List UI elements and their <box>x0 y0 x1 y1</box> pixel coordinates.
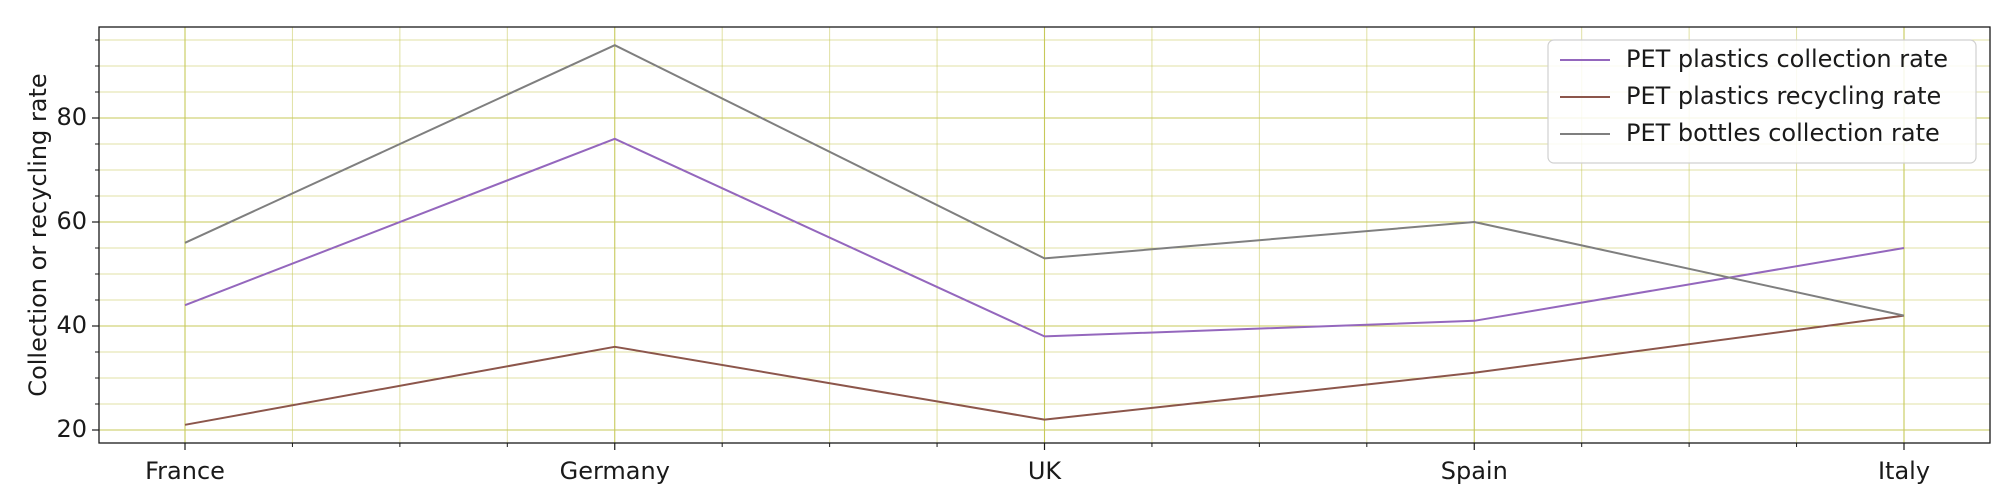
legend-label: PET bottles collection rate <box>1626 119 1940 147</box>
series-line <box>184 314 1905 426</box>
series-line <box>184 44 1905 317</box>
y-tick-label: 40 <box>56 311 87 339</box>
series-line <box>184 137 1905 338</box>
legend-box <box>1547 39 1977 164</box>
legend-label: PET plastics recycling rate <box>1626 82 1941 110</box>
x-tick-label: UK <box>1028 457 1063 485</box>
y-tick-label: 20 <box>56 415 87 443</box>
axis-ticks: France Germany UK Spain Italy 20 40 60 80 <box>56 39 1930 485</box>
series-layer <box>184 44 1905 426</box>
x-tick-label: Germany <box>560 457 670 485</box>
x-tick-label: Italy <box>1878 457 1930 485</box>
legend: PET plastics collection rate PET plastics… <box>1547 39 1977 164</box>
y-axis-label: Collection or recycling rate <box>24 73 52 396</box>
legend-label: PET plastics collection rate <box>1626 45 1948 73</box>
x-tick-label: Spain <box>1441 457 1508 485</box>
y-tick-label: 60 <box>56 207 87 235</box>
y-tick-label: 80 <box>56 103 87 131</box>
x-tick-label: France <box>145 457 225 485</box>
